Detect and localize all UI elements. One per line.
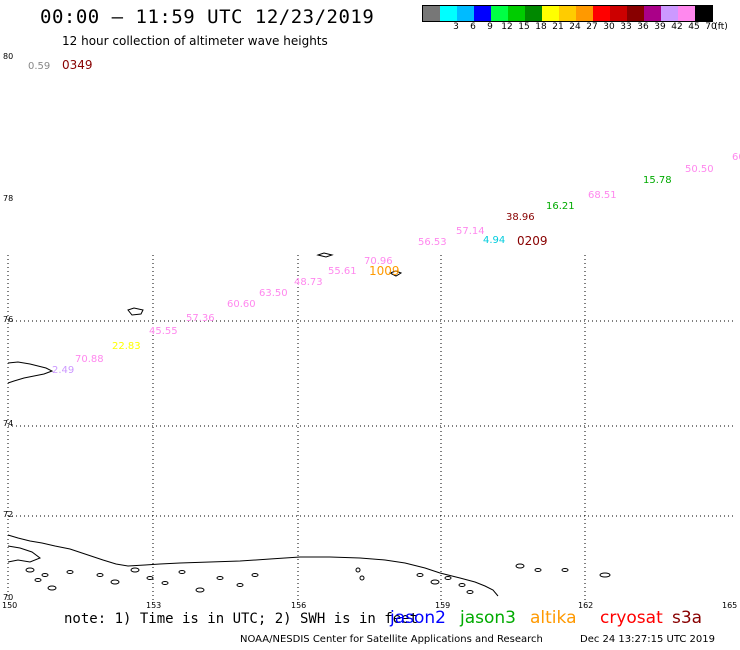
legend-s3a: s3a [672, 608, 703, 628]
legend-swatch [610, 6, 627, 21]
legend-swatch [491, 6, 508, 21]
legend-label: 70 [705, 22, 717, 32]
wave-height-label: 63.50 [259, 288, 288, 299]
legend-label: 21 [552, 22, 564, 32]
wave-height-label: 48.73 [294, 277, 323, 288]
legend-label: 30 [603, 22, 615, 32]
legend-swatch [542, 6, 559, 21]
legend-swatch [440, 6, 457, 21]
legend-swatch [559, 6, 576, 21]
southern-islands [25, 563, 611, 594]
lon-label: 150 [2, 601, 18, 610]
lat-label: 70 [3, 593, 14, 602]
legend-swatch [627, 6, 644, 21]
legend-label: 42 [671, 22, 683, 32]
lon-label: 156 [291, 601, 307, 610]
legend-swatch [593, 6, 610, 21]
legend-altika: altika [530, 608, 577, 628]
legend-swatch [525, 6, 542, 21]
credit-line: NOAA/NESDIS Center for Satellite Applica… [240, 634, 543, 645]
wave-height-label: 2.49 [52, 365, 75, 376]
wave-height-label: 57.36 [186, 313, 215, 324]
lon-label: 159 [435, 601, 451, 610]
lat-label: 72 [3, 510, 14, 519]
legend-label: 45 [688, 22, 700, 32]
legend-label: 36 [637, 22, 649, 32]
coastline-west [7, 361, 54, 384]
legend-swatch [695, 6, 712, 21]
lat-label: 74 [3, 419, 14, 428]
wave-height-label: 22.83 [112, 341, 141, 352]
wave-height-label: 60.60 [227, 299, 256, 310]
color-legend [422, 5, 713, 22]
legend-label: 33 [620, 22, 632, 32]
legend-swatch [457, 6, 474, 21]
legend-label: 27 [586, 22, 598, 32]
wave-height-label: 4.94 [483, 235, 506, 246]
wave-height-label: 16.21 [546, 201, 575, 212]
coastline-south [7, 534, 499, 597]
wave-height-label: 15.78 [643, 175, 672, 186]
lon-label: 162 [578, 601, 594, 610]
wave-height-label: 45.55 [149, 326, 178, 337]
lon-label: 165 [722, 601, 738, 610]
legend-label: 9 [487, 22, 493, 32]
island-1 [127, 307, 144, 316]
legend-jason3: jason3 [460, 608, 516, 628]
lat-label: 78 [3, 194, 14, 203]
wave-height-label: 50.50 [685, 164, 714, 175]
lat-label: 76 [3, 315, 14, 324]
units-note: note: 1) Time is in UTC; 2) SWH is in fe… [64, 611, 419, 627]
legend-jason2: jason2 [390, 608, 446, 628]
legend-swatch [576, 6, 593, 21]
wave-height-label: 70.96 [364, 256, 393, 267]
legend-swatch [644, 6, 661, 21]
wave-height-label: 56.53 [418, 237, 447, 248]
legend-swatch [423, 6, 440, 21]
legend-label: 6 [470, 22, 476, 32]
legend-label: 18 [535, 22, 547, 32]
legend-label: 15 [518, 22, 530, 32]
legend-swatch [678, 6, 695, 21]
generated-timestamp: Dec 24 13:27:15 UTC 2019 [580, 634, 715, 645]
legend-label: 12 [501, 22, 513, 32]
legend-unit: (ft) [714, 22, 728, 32]
wave-height-label: 68.51 [588, 190, 617, 201]
time-label: 0349 [62, 58, 93, 72]
legend-label: 24 [569, 22, 581, 32]
page-title: 00:00 – 11:59 UTC 12/23/2019 [40, 6, 375, 28]
coastline-west-edge [7, 545, 42, 563]
lat-label: 80 [3, 52, 14, 61]
page-subtitle: 12 hour collection of altimeter wave hei… [62, 34, 328, 48]
legend-cryosat: cryosat [600, 608, 663, 628]
legend-label: 39 [654, 22, 666, 32]
lon-gridlines [7, 255, 586, 600]
wave-height-label: 55.61 [328, 266, 357, 277]
legend-swatch [474, 6, 491, 21]
time-label: 1009 [369, 264, 400, 278]
wave-height-label: 38.96 [506, 212, 535, 223]
lon-label: 153 [146, 601, 162, 610]
wave-height-label: 0.59 [28, 61, 51, 72]
legend-swatch [508, 6, 525, 21]
wave-height-label: 57.14 [456, 226, 485, 237]
island-2 [316, 252, 334, 258]
wave-height-label: 60 [732, 152, 740, 163]
time-label: 0209 [517, 234, 548, 248]
wave-height-label: 70.88 [75, 354, 104, 365]
legend-label: 3 [453, 22, 459, 32]
legend-swatch [661, 6, 678, 21]
island-3 [388, 270, 403, 277]
